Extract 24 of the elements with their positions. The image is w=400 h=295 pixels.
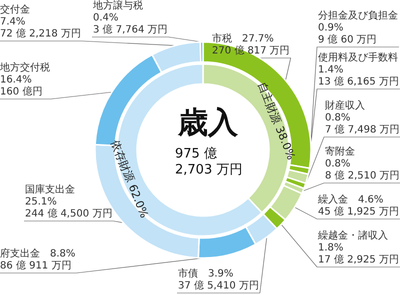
data-label: 25.1% 244 億 4,500 万円 [25, 196, 112, 220]
text: 975 億 2,703 万円 [175, 146, 242, 178]
slice-label: 市税 27.7% 270 億 817 万円 [212, 32, 290, 56]
slice-label: 府支出金 8.8% 86 億 911 万円 [0, 248, 76, 272]
slice-label: 市債 3.9% 37 億 5,410 万円 [178, 268, 259, 292]
data-label: 16.4% 160 億円 [0, 74, 42, 98]
slice-label: 寄附金 [325, 146, 355, 158]
slice-label: 分担金及び負担金 [318, 10, 398, 22]
slice-label: 繰入金 4.6% 45 億 1,925 万円 [317, 194, 399, 218]
slice-label: 地方譲与税 [92, 0, 143, 12]
text: 歳入 [177, 106, 239, 140]
data-label: 0.9% 9 億 60 万円 [318, 22, 377, 46]
slice-label: 財産収入 [325, 100, 365, 112]
data-label: 0.4% 3 億 7,764 万円 [93, 12, 168, 36]
data-label: 0.8% 8 億 2,510 万円 [325, 158, 400, 182]
slice-label: 地方交付税 [0, 62, 50, 74]
slice-label: 繰越金・諸収入 [317, 230, 388, 242]
data-label: 7.4% 72 億 2,218 万円 [0, 16, 81, 40]
slice-label: 国庫支出金 [25, 184, 75, 196]
slice-label: 交付金 [0, 4, 30, 16]
data-label: 1.4% 13 億 6,165 万円 [318, 64, 399, 88]
slice-label: 使用料及び手数料 [318, 52, 398, 64]
data-label: 0.8% 7 億 7,498 万円 [325, 112, 400, 136]
data-label: 1.8% 17 億 2,925 万円 [318, 242, 399, 266]
